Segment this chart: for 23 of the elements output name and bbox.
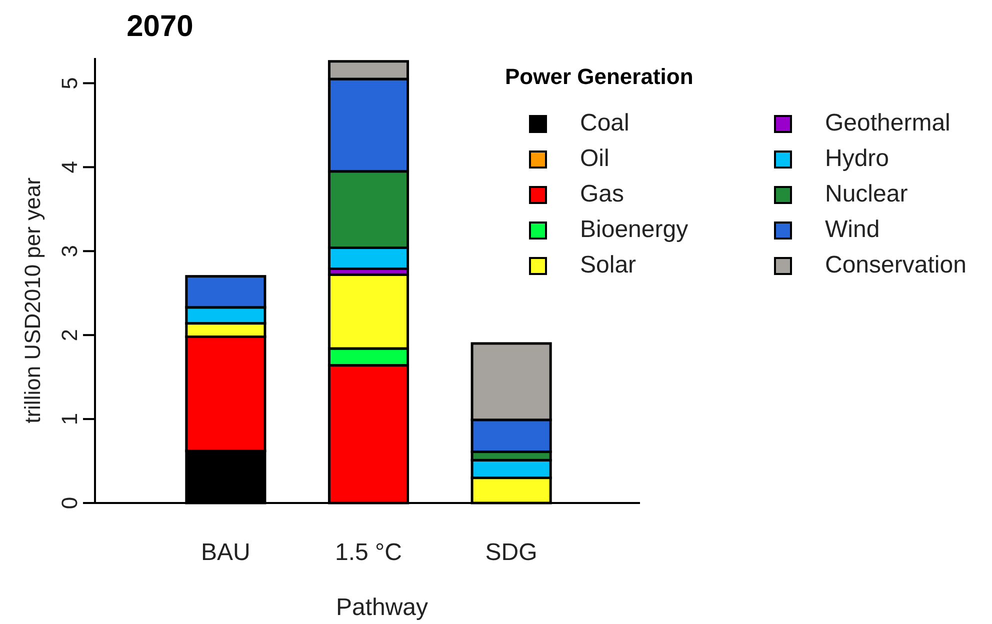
legend-label: Conservation <box>825 251 966 278</box>
y-axis-title: trillion USD2010 per year <box>20 178 45 424</box>
legend-label: Bioenergy <box>580 216 688 243</box>
y-tick-label: 4 <box>56 161 82 174</box>
y-tick-label: 0 <box>56 496 82 510</box>
legend-label: Wind <box>825 216 880 243</box>
chart-title: 2070 <box>126 10 194 43</box>
legend-label: Hydro <box>825 144 890 172</box>
y-tick-label: 5 <box>56 77 82 90</box>
legend-label: Solar <box>580 251 636 278</box>
legend-label: Coal <box>580 109 630 136</box>
legend-title: Power Generation <box>505 64 694 89</box>
legend-label: Geothermal <box>825 109 950 136</box>
y-tick-label: 2 <box>56 328 82 342</box>
legend-label: Oil <box>580 144 610 172</box>
x-tick-label: 1.5 °C <box>335 539 402 566</box>
y-tick-label: 3 <box>56 244 82 258</box>
y-tick-label: 1 <box>56 412 82 426</box>
legend-label: Gas <box>580 180 624 208</box>
x-tick-label: BAU <box>201 539 250 566</box>
legend-label: Nuclear <box>825 180 908 208</box>
x-axis-title: Pathway <box>336 594 428 621</box>
x-tick-label: SDG <box>485 539 538 566</box>
